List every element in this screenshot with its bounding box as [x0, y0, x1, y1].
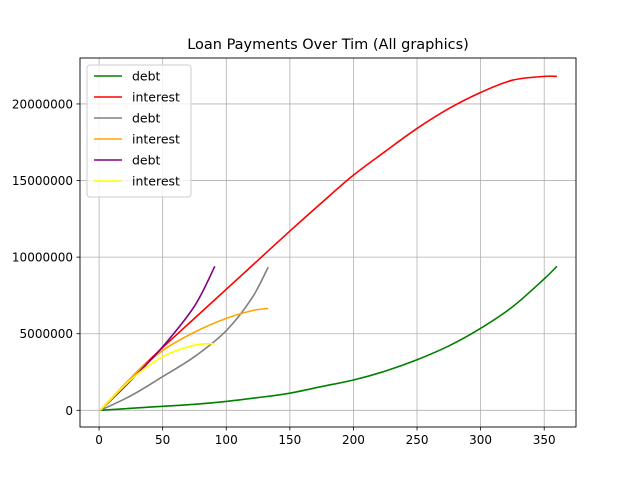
x-tick-label: 350: [533, 433, 556, 447]
y-tick-label: 20000000: [12, 97, 73, 111]
legend: debt interest debt interest debt interest: [86, 64, 192, 198]
x-tick-label: 50: [155, 433, 170, 447]
legend-label: interest: [132, 174, 180, 189]
legend-label: interest: [132, 90, 180, 105]
legend-label: debt: [132, 153, 161, 168]
series-line-1-debt: [100, 265, 558, 412]
x-tick-label: 300: [469, 433, 492, 447]
x-tick-label: 100: [215, 433, 238, 447]
series-line-5-debt: [99, 265, 216, 411]
y-tick-label: 10000000: [12, 251, 73, 265]
x-tick-label: 0: [95, 433, 103, 447]
y-tick-label: 0: [65, 404, 73, 418]
legend-label: debt: [132, 111, 161, 126]
series-lines: [99, 75, 558, 412]
series-line-4-interest: [99, 307, 269, 411]
chart-title: Loan Payments Over Tim (All graphics): [187, 37, 469, 53]
x-tick-label: 250: [406, 433, 429, 447]
axis-ticks: 0 50 100 150 200 250 300 350 0 5000000 10000000 150…: [12, 97, 556, 447]
legend-label: debt: [132, 69, 161, 84]
grid: [80, 58, 576, 427]
legend-label: interest: [132, 132, 180, 147]
series-line-6-interest: [99, 342, 215, 411]
y-tick-label: 15000000: [12, 174, 73, 188]
x-tick-label: 200: [342, 433, 365, 447]
series-line-2-interest: [99, 75, 557, 411]
series-line-3-debt: [100, 266, 269, 412]
axes-frame: [79, 57, 577, 428]
y-tick-label: 5000000: [20, 327, 73, 341]
x-tick-label: 150: [278, 433, 301, 447]
legend-box: [86, 64, 192, 198]
